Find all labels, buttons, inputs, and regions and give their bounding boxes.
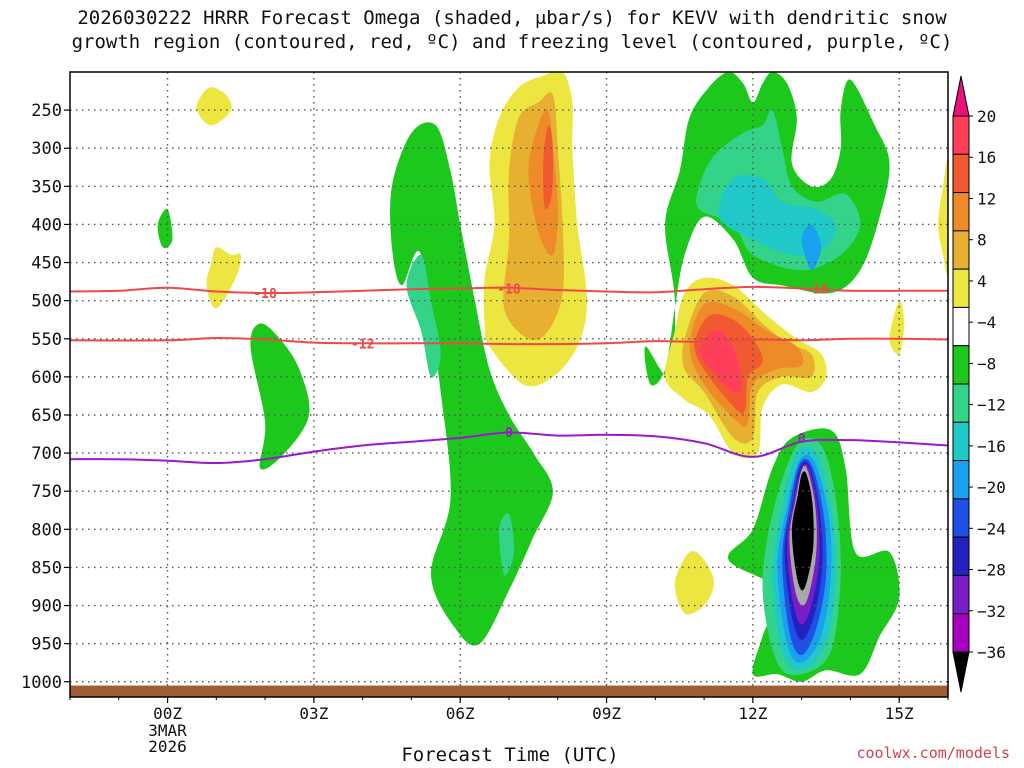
omega-pos4-01z (206, 247, 241, 309)
x-tick-label-12Z: 12Z (738, 704, 767, 723)
colorbar-swatch-6 (952, 345, 970, 385)
omega-neg16-13z (801, 224, 822, 271)
colorbar-swatch-5 (952, 306, 970, 347)
y-tick-label-700: 700 (31, 444, 62, 464)
x-tick-label-00Z: 00Z (153, 704, 182, 723)
colorbar-label-6: −8 (977, 354, 996, 373)
y-tick-label-900: 900 (31, 597, 62, 617)
chart-title-line2: growth region (contoured, red, ºC) and f… (71, 31, 953, 53)
contour-freezing (70, 431, 948, 465)
y-tick-label-500: 500 (31, 292, 62, 312)
chart-title-line1: 2026030222 HRRR Forecast Omega (shaded, … (77, 7, 947, 29)
omega-neg4-00z (157, 208, 173, 249)
y-tick-label-850: 850 (31, 558, 62, 578)
colorbar-swatch-2 (952, 192, 970, 232)
y-tick-label-950: 950 (31, 635, 62, 655)
colorbar-swatch-10 (952, 498, 970, 538)
colorbar-swatch-7 (952, 383, 970, 423)
colorbar-swatch-3 (952, 230, 970, 270)
gridlines (70, 72, 948, 697)
contour-minus18-label: -18 (253, 287, 277, 302)
y-tick-label-250: 250 (31, 101, 62, 121)
contour-minus12-label: -12 (351, 337, 374, 352)
omega-pos4-15z (889, 300, 905, 355)
x-tick-label-15Z: 15Z (885, 704, 914, 723)
x-tick-label-03Z: 03Z (299, 704, 328, 723)
ground-band (70, 685, 948, 697)
colorbar-label-0: 20 (977, 107, 996, 126)
x-tick-label-09Z: 09Z (592, 704, 621, 723)
colorbar-swatch-11 (952, 536, 970, 576)
y-tick-label-450: 450 (31, 254, 62, 274)
colorbar-bottom-arrow (952, 651, 970, 693)
y-axis: 250 300 350 400 450 500 550 600 650 700 750 800 850 9… (21, 101, 70, 693)
y-tick-label-600: 600 (31, 368, 62, 388)
colorbar-label-5: −4 (977, 313, 996, 332)
colorbar-label-1: 16 (977, 148, 996, 167)
x-axis-label: Forecast Time (UTC) (401, 744, 619, 766)
omega-pos4-16z (938, 159, 948, 276)
omega-neg4-02z (250, 323, 310, 470)
y-tick-label-550: 550 (31, 330, 62, 350)
colorbar-label-9: −20 (977, 478, 1006, 497)
contour-freezing-label: 0 (505, 426, 513, 441)
omega-pos16-08z (543, 125, 554, 210)
omega-neg36-13z-low (791, 471, 814, 591)
y-tick-label-750: 750 (31, 482, 62, 502)
colorbar-swatch-1 (952, 153, 970, 194)
colorbar-swatch-4 (952, 268, 970, 308)
y-tick-label-1000: 1000 (21, 673, 62, 693)
contour-freezing-label: 0 (798, 432, 806, 447)
omega-shading-layer (157, 72, 948, 682)
colorbar-swatch-9 (952, 460, 970, 500)
colorbar-swatch-12 (952, 574, 970, 615)
colorbar-label-2: 12 (977, 189, 996, 208)
omega-pos4-11z-low (674, 551, 714, 615)
x-tick-label-06Z: 06Z (446, 704, 475, 723)
x-tick-sublabel-3MAR: 3MAR (148, 721, 187, 740)
colorbar-swatch-8 (952, 421, 970, 462)
colorbar-label-4: 4 (977, 272, 987, 291)
colorbar-label-13: −36 (977, 643, 1006, 662)
colorbar-label-3: 8 (977, 231, 987, 250)
omega-pos4-01z-upper (196, 87, 232, 126)
contour-minus18-label: -18 (497, 282, 521, 297)
chart-title: 2026030222 HRRR Forecast Omega (shaded, … (0, 6, 1024, 54)
colorbar-top-arrow (952, 75, 970, 117)
y-tick-label-300: 300 (31, 139, 62, 159)
omega-neg4-05z (390, 122, 553, 646)
x-tick-sublabel-2026: 2026 (148, 737, 187, 756)
contour-layer (70, 285, 948, 465)
omega-neg8-05z (406, 254, 441, 378)
colorbar-swatch-0 (952, 115, 970, 155)
omega-pos20-11z (699, 330, 741, 394)
watermark: coolwx.com/models (856, 744, 1010, 762)
colorbar-label-11: −28 (977, 561, 1006, 580)
y-tick-label-800: 800 (31, 520, 62, 540)
colorbar-label-8: −16 (977, 437, 1006, 456)
colorbar: 20 16 12 8 4 −4 −8 −12 −16 −20 −24 −28 −32 −36 (952, 75, 1006, 693)
colorbar-label-10: −24 (977, 519, 1006, 538)
colorbar-swatch-13 (952, 613, 970, 653)
contour-minus18 (70, 285, 948, 295)
colorbar-label-7: −12 (977, 396, 1006, 415)
contour-minus12 (70, 336, 948, 346)
y-tick-label-400: 400 (31, 215, 62, 235)
y-tick-label-650: 650 (31, 406, 62, 426)
contour-labels: -18 -18 -18 -12 -12 0 0 (253, 282, 829, 447)
y-tick-label-350: 350 (31, 177, 62, 197)
contour-minus18-label: -18 (805, 282, 829, 297)
colorbar-label-12: −32 (977, 602, 1006, 621)
contour-minus12-label: -12 (692, 337, 715, 352)
